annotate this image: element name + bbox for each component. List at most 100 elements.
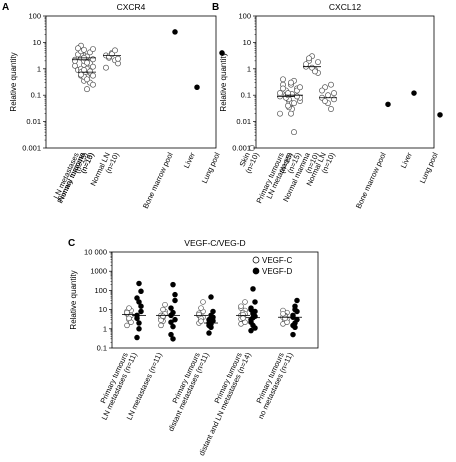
data-point-vegf-c: [124, 322, 130, 329]
data-point-filled: [437, 112, 443, 118]
legend-label: VEGF-C: [262, 256, 292, 265]
data-point-filled: [172, 29, 178, 35]
data-point-vegf-d: [208, 294, 214, 300]
data-point-vegf-d: [168, 305, 174, 311]
data-point-open: [280, 85, 286, 92]
data-point-open: [322, 98, 328, 105]
data-point-vegf-d: [290, 322, 296, 329]
data-point-vegf-d: [290, 312, 296, 319]
data-point-vegf-d: [206, 322, 212, 329]
y-tick-label: 1: [37, 64, 41, 73]
data-point-open: [87, 68, 93, 75]
data-point-open: [81, 46, 87, 53]
data-point-open: [277, 110, 283, 117]
data-point-vegf-c: [196, 311, 202, 318]
data-point-open: [312, 68, 318, 75]
data-point-vegf-c: [162, 301, 168, 308]
legend-marker-open: [252, 256, 260, 264]
data-point-filled: [219, 50, 225, 56]
data-point-vegf-d: [134, 334, 140, 341]
category-label: Bone marrow pool: [354, 151, 388, 210]
chart-title: CXCR4: [117, 2, 146, 12]
data-point-open: [285, 102, 291, 109]
data-point-open: [319, 87, 325, 94]
y-tick-label: 10: [99, 305, 107, 314]
data-point-vegf-c: [198, 318, 204, 324]
data-point-vegf-c: [200, 299, 206, 305]
data-point-open: [72, 57, 78, 64]
data-point-vegf-d: [138, 288, 144, 295]
data-point-vegf-d: [210, 318, 216, 324]
data-point-vegf-d: [170, 309, 176, 316]
data-point-open: [315, 59, 321, 66]
category-label: Liver: [399, 151, 414, 170]
y-tick-label: 0.001: [232, 144, 251, 153]
data-point-vegf-c: [198, 305, 204, 311]
panel-letter-c: C: [68, 238, 75, 249]
data-point-open: [297, 84, 303, 91]
data-point-open: [291, 129, 297, 136]
data-point-filled: [385, 101, 391, 108]
data-point-vegf-d: [172, 291, 178, 298]
y-tick-label: 100: [238, 12, 251, 21]
data-point-vegf-d: [136, 326, 142, 332]
data-point-open: [277, 90, 283, 97]
data-point-open: [303, 61, 309, 68]
y-tick-label: 0.1: [241, 91, 251, 100]
plot-frame: [45, 15, 217, 149]
y-tick-label: 0.01: [236, 117, 251, 126]
data-point-vegf-d: [208, 312, 214, 319]
data-point-open: [288, 79, 294, 86]
data-point-vegf-d: [136, 299, 142, 305]
data-point-open: [112, 47, 118, 54]
data-point-vegf-d: [290, 331, 296, 338]
chart-title: CXCL12: [329, 2, 361, 12]
data-point-open: [90, 63, 96, 70]
category-label: Liver: [182, 151, 197, 170]
y-axis-label: Relative quantity: [9, 52, 18, 111]
data-point-vegf-c: [238, 303, 244, 309]
y-tick-label: 100: [28, 12, 41, 21]
data-point-open: [325, 92, 331, 99]
data-point-filled: [194, 84, 200, 91]
data-point-open: [280, 76, 286, 83]
y-axis-label: Relative quantity: [69, 270, 78, 329]
data-point-vegf-d: [250, 309, 256, 316]
data-point-vegf-d: [248, 327, 254, 334]
plot-frame: [111, 251, 319, 349]
data-point-open: [84, 59, 90, 66]
data-point-open: [285, 90, 291, 97]
data-point-open: [294, 93, 300, 100]
data-point-open: [115, 55, 121, 62]
data-point-vegf-d: [294, 297, 300, 304]
data-point-open: [328, 81, 334, 88]
y-tick-label: 10: [243, 38, 251, 47]
data-point-vegf-d: [170, 281, 176, 288]
data-point-open: [90, 81, 96, 88]
data-point-vegf-d: [138, 308, 144, 315]
y-tick-label: 0.1: [97, 344, 107, 353]
y-tick-label: 10 000: [84, 248, 107, 257]
plot-frame: [255, 15, 435, 149]
data-point-vegf-c: [158, 322, 164, 329]
data-point-open: [75, 45, 81, 52]
data-point-open: [306, 55, 312, 62]
data-point-vegf-c: [282, 315, 288, 322]
data-point-vegf-d: [136, 280, 142, 287]
data-point-vegf-c: [280, 311, 286, 317]
data-point-open: [84, 86, 90, 93]
y-tick-label: 100: [94, 286, 107, 295]
data-point-open: [288, 110, 294, 117]
y-tick-label: 0.001: [22, 144, 41, 153]
data-point-open: [328, 106, 334, 112]
data-point-vegf-c: [160, 313, 166, 320]
data-point-open: [103, 64, 109, 71]
data-point-open: [81, 67, 87, 73]
y-tick-label: 10: [33, 38, 41, 47]
chart-title: VEGF-C/VEG-D: [184, 238, 245, 248]
y-tick-label: 0.1: [31, 91, 41, 100]
data-point-filled: [411, 90, 417, 96]
panel-letter-b: B: [212, 2, 219, 13]
data-point-vegf-c: [240, 315, 246, 321]
